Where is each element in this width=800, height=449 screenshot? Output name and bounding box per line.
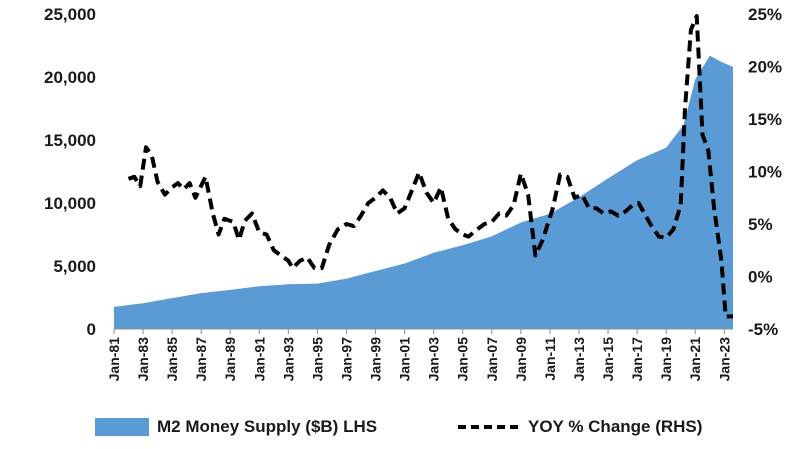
right-tick-label: 5% bbox=[748, 215, 773, 234]
x-tick-label: Jan-21 bbox=[687, 337, 703, 382]
x-tick-label: Jan-83 bbox=[135, 337, 151, 382]
x-tick-label: Jan-17 bbox=[629, 337, 645, 382]
x-tick-label: Jan-03 bbox=[426, 337, 442, 382]
m2-chart: 0 5,000 10,000 15,000 20,000 25,000 -5% 0% 5% 10… bbox=[44, 5, 782, 382]
x-tick-label: Jan-99 bbox=[368, 337, 384, 382]
x-tick-label: Jan-01 bbox=[397, 337, 413, 382]
legend: M2 Money Supply ($B) LHS YOY % Change (R… bbox=[0, 410, 800, 444]
legend-swatch-area bbox=[95, 418, 149, 436]
series-line-yoy bbox=[127, 14, 733, 319]
right-tick-label: 0% bbox=[748, 268, 773, 287]
x-tick-label: Jan-91 bbox=[251, 337, 267, 382]
left-tick-label: 5,000 bbox=[53, 257, 96, 276]
series-area-m2 bbox=[114, 55, 733, 329]
legend-swatch-dashed-line bbox=[458, 425, 518, 429]
left-axis-ticks: 0 5,000 10,000 15,000 20,000 25,000 bbox=[44, 5, 96, 339]
legend-label-m2: M2 Money Supply ($B) LHS bbox=[157, 417, 378, 436]
right-tick-label: 25% bbox=[748, 5, 782, 24]
right-tick-label: -5% bbox=[748, 320, 778, 339]
x-tick-label: Jan-89 bbox=[222, 337, 238, 382]
legend-label-yoy: YOY % Change (RHS) bbox=[528, 417, 703, 436]
left-tick-label: 20,000 bbox=[44, 68, 96, 87]
left-tick-label: 10,000 bbox=[44, 194, 96, 213]
right-tick-label: 10% bbox=[748, 163, 782, 182]
legend-item-m2: M2 Money Supply ($B) LHS bbox=[95, 410, 377, 444]
x-tick-label: Jan-15 bbox=[600, 337, 616, 382]
x-tick-label: Jan-09 bbox=[513, 337, 529, 382]
x-tick-label: Jan-95 bbox=[309, 337, 325, 382]
x-tick-label: Jan-05 bbox=[455, 337, 471, 382]
x-tick-label: Jan-87 bbox=[193, 337, 209, 382]
right-axis-ticks: -5% 0% 5% 10% 15% 20% 25% bbox=[748, 5, 782, 339]
x-tick-label: Jan-81 bbox=[106, 337, 122, 382]
x-tick-label: Jan-07 bbox=[484, 337, 500, 382]
right-tick-label: 20% bbox=[748, 58, 782, 77]
x-tick-label: Jan-23 bbox=[716, 337, 732, 382]
x-tick-label: Jan-93 bbox=[280, 337, 296, 382]
left-tick-label: 15,000 bbox=[44, 131, 96, 150]
x-tick-label: Jan-19 bbox=[658, 337, 674, 382]
x-tick-label: Jan-85 bbox=[164, 337, 180, 382]
legend-item-yoy: YOY % Change (RHS) bbox=[458, 410, 702, 444]
plot-area bbox=[114, 14, 733, 329]
x-tick-label: Jan-11 bbox=[542, 337, 558, 381]
x-axis: Jan-81 Jan-83 Jan-85 Jan-87 Jan-89 Jan-91 Jan-… bbox=[106, 328, 733, 382]
left-tick-label: 0 bbox=[87, 320, 96, 339]
x-tick-label: Jan-97 bbox=[338, 337, 354, 382]
x-tick-label: Jan-13 bbox=[571, 337, 587, 382]
right-tick-label: 15% bbox=[748, 110, 782, 129]
left-tick-label: 25,000 bbox=[44, 5, 96, 24]
